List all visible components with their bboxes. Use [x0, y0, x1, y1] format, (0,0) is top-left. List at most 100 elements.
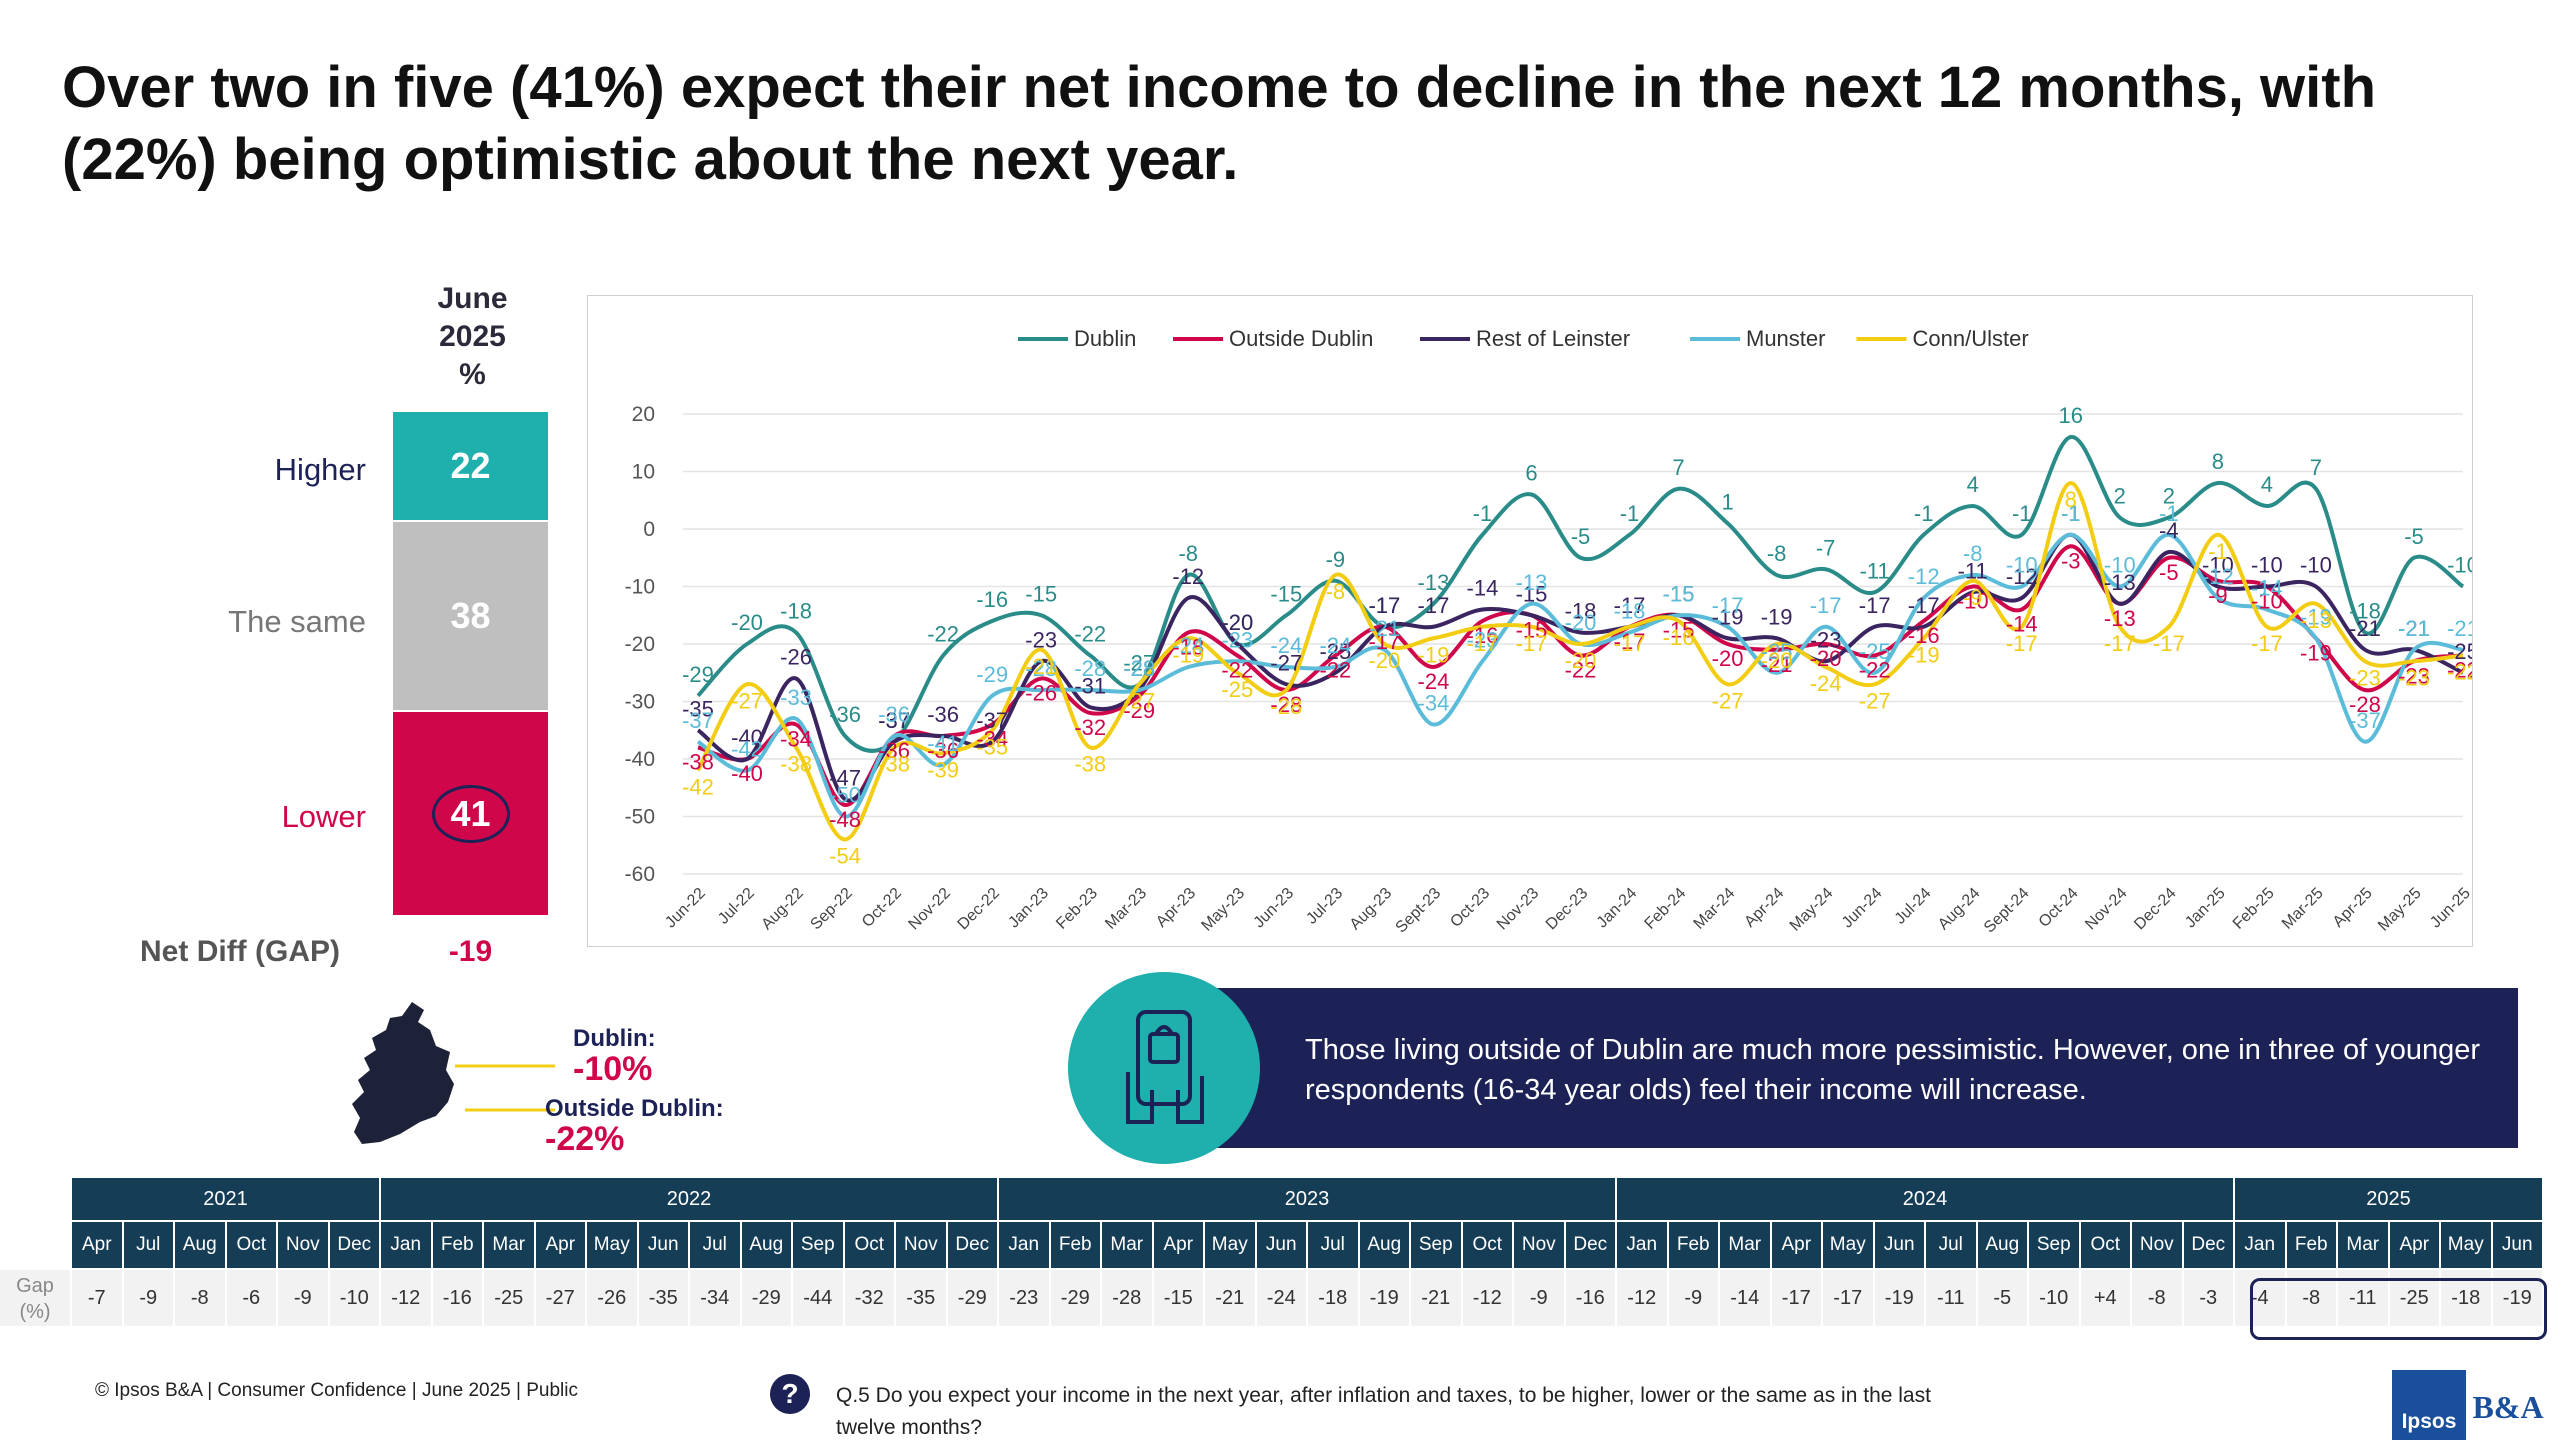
x-tick-label: Jun-23: [1251, 885, 1298, 932]
data-label: -20: [1761, 648, 1793, 673]
gap-value-cell: -10: [2029, 1270, 2081, 1326]
data-label: -28: [1074, 656, 1106, 681]
series-line: [696, 435, 2465, 753]
data-label: -8: [1767, 541, 1787, 566]
map-callout-lines: [455, 1064, 555, 1112]
y-tick-label: -10: [625, 576, 655, 599]
year-header: 2024: [1617, 1178, 2235, 1220]
month-header: Dec: [329, 1222, 381, 1268]
data-label: -38: [682, 750, 714, 775]
gap-value-cell: -9: [123, 1270, 175, 1326]
gap-value-cell: -8: [2286, 1270, 2338, 1326]
logo-right-text: B&A: [2472, 1389, 2543, 1425]
x-tick-label: May-24: [1787, 885, 1837, 935]
x-tick-label: Mar-25: [2279, 885, 2327, 933]
month-header: Feb: [1050, 1222, 1102, 1268]
data-label: -36: [927, 702, 959, 727]
higher-segment: 22: [393, 412, 548, 520]
data-label: -27: [1123, 688, 1155, 713]
data-label: -10: [2104, 553, 2136, 578]
x-tick-label: Oct-22: [859, 885, 905, 931]
stack-header-unit: %: [459, 358, 486, 391]
data-label: -38: [780, 752, 812, 777]
data-label: -24: [1810, 671, 1842, 696]
data-label: -40: [731, 761, 763, 786]
data-label: -1: [2208, 539, 2228, 564]
x-tick-label: Jan-25: [2182, 885, 2229, 932]
month-header: Oct: [844, 1222, 896, 1268]
callout-icon-circle: [1068, 972, 1260, 1164]
gap-value-cell: -16: [1565, 1270, 1617, 1326]
data-label: 7: [2310, 455, 2322, 480]
data-label: -17: [1810, 593, 1842, 618]
lower-value: 41: [431, 784, 510, 843]
month-header: Aug: [1977, 1222, 2029, 1268]
data-label: -35: [976, 734, 1008, 759]
month-header: May: [587, 1222, 639, 1268]
outside-dublin-note-label: Outside Dublin:: [545, 1095, 724, 1122]
data-label: -22: [1074, 622, 1106, 647]
data-label: -18: [1614, 599, 1646, 624]
data-label: -28: [1270, 692, 1302, 717]
data-label: -50: [829, 783, 861, 808]
x-tick-label: Sep-22: [807, 885, 856, 934]
data-label: -21: [1368, 616, 1400, 641]
phone-shopping-bag-icon: [1126, 1010, 1204, 1124]
data-label: -27: [1123, 650, 1155, 675]
data-label: -28: [1270, 694, 1302, 719]
data-label: -17: [1859, 593, 1891, 618]
outside-dublin-note-value: -22%: [545, 1120, 625, 1158]
callout-text: Those living outside of Dublin are much …: [1305, 1034, 2481, 1106]
data-label: -15: [1516, 581, 1548, 606]
gap-value-cell: -29: [1050, 1270, 1102, 1326]
month-header: Jul: [1308, 1222, 1360, 1268]
gap-value-cell: -29: [947, 1270, 999, 1326]
data-label: -34: [780, 727, 812, 752]
data-label: -19: [1908, 642, 1940, 667]
series-line: [696, 480, 2464, 842]
data-label: -42: [682, 775, 714, 800]
gap-value-cell: -19: [1874, 1270, 1926, 1326]
data-label: -28: [1123, 656, 1155, 681]
stack-header-year: 2025: [439, 320, 506, 353]
data-label: -24: [1319, 633, 1351, 658]
data-label: -21: [2398, 616, 2430, 641]
legend-label: Outside Dublin: [1229, 326, 1373, 351]
data-label: -10: [2300, 553, 2332, 578]
data-label: -18: [780, 599, 812, 624]
data-label: -8: [1178, 541, 1198, 566]
gap-value-cell: -32: [844, 1270, 896, 1326]
data-label: -12: [2006, 564, 2038, 589]
data-label: -17: [1908, 593, 1940, 618]
gap-value-cell: +4: [2080, 1270, 2132, 1326]
legend-label: Conn/Ulster: [1913, 326, 2029, 351]
data-label: -36: [829, 702, 861, 727]
gap-value-cell: -10: [329, 1270, 381, 1326]
data-label: -1: [2061, 501, 2081, 526]
gap-value-cell: -28: [1102, 1270, 1154, 1326]
data-label: 2: [2163, 484, 2175, 509]
data-label: -33: [780, 685, 812, 710]
gap-value-cell: -35: [638, 1270, 690, 1326]
data-label: -20: [1221, 610, 1253, 635]
legend-item: Dublin: [1018, 326, 1136, 351]
data-label: -26: [780, 645, 812, 670]
data-label: -20: [1565, 648, 1597, 673]
gap-value-cell: -9: [1514, 1270, 1566, 1326]
month-header: Dec: [2183, 1222, 2235, 1268]
data-label: 1: [1721, 489, 1733, 514]
data-label: -15: [1663, 581, 1695, 606]
data-label: -5: [2404, 524, 2424, 549]
x-tick-label: Feb-25: [2230, 885, 2278, 933]
gap-value-cell: -25: [484, 1270, 536, 1326]
gap-value-cell: -6: [226, 1270, 278, 1326]
gap-value-cell: -14: [1720, 1270, 1772, 1326]
gap-value-cell: -16: [432, 1270, 484, 1326]
data-label: -37: [878, 708, 910, 733]
x-tick-label: Jun-25: [2427, 885, 2472, 932]
lower-segment: 41: [393, 712, 548, 915]
month-header: Jun: [1874, 1222, 1926, 1268]
line-chart-panel: 20 10 0 -10 -20 -30 -40 -50 -60 Jun-22 Jul-22 Aug-2…: [587, 295, 2479, 947]
data-label: -3: [2061, 548, 2081, 573]
data-label: -12: [1908, 564, 1940, 589]
